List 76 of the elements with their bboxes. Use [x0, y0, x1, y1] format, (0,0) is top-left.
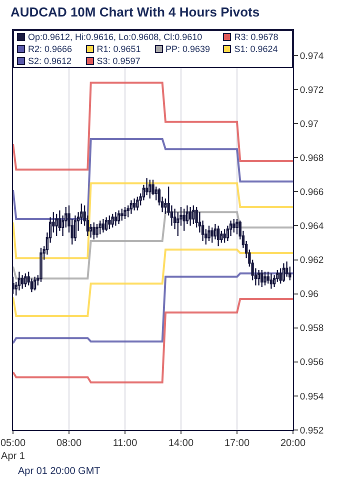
candlestick — [188, 206, 192, 226]
line-series — [13, 211, 293, 280]
candlestick — [282, 262, 286, 283]
x-tick-label: 11:00 — [112, 438, 138, 449]
line-series — [13, 298, 293, 384]
legend-label: S1: 0.9624 — [234, 44, 278, 54]
y-tick-label: 0.966 — [300, 187, 324, 198]
candlestick — [136, 196, 139, 212]
y-tick-label: 0.952 — [300, 425, 324, 436]
line-series — [13, 182, 293, 260]
candlestick — [232, 218, 236, 234]
candlestick — [210, 226, 214, 244]
x-tick-label: 17:00 — [224, 438, 250, 449]
candlestick — [117, 210, 120, 225]
candlestick — [96, 223, 98, 238]
candlestick — [132, 198, 136, 212]
line-series — [13, 82, 293, 171]
y-tick-label: 0.954 — [300, 391, 324, 402]
candlestick — [229, 220, 232, 237]
candlestick — [130, 200, 133, 214]
candlestick — [104, 216, 108, 232]
chart-title: AUDCAD 10M Chart With 4 Hours Pivots — [10, 4, 260, 20]
candlestick — [145, 177, 148, 196]
candlestick — [98, 220, 102, 235]
candlestick — [192, 204, 195, 225]
legend-label: PP: 0.9639 — [166, 44, 210, 54]
y-tick-label: 0.972 — [300, 84, 324, 96]
candlestick — [208, 225, 210, 242]
legend-label: S3: 0.9597 — [96, 56, 140, 66]
text: Apr 01 20:00 GMT — [18, 466, 100, 477]
candlestick — [195, 206, 198, 228]
candlestick — [152, 179, 154, 196]
y-tick-label: 0.968 — [300, 152, 324, 164]
candlestick — [148, 179, 152, 200]
candlestick — [270, 272, 273, 290]
candlestick — [260, 269, 264, 288]
y-tick-label: 0.962 — [300, 255, 324, 266]
candlestick — [102, 218, 105, 234]
legend-label: R1: 0.9651 — [96, 44, 141, 54]
candlestick — [266, 271, 270, 284]
candlestick — [264, 271, 266, 286]
candlestick — [111, 213, 114, 228]
x-tick-label: 05:00 Apr 1 — [0, 438, 26, 462]
candlestick — [18, 271, 21, 292]
y-tick-label: 0.97 — [300, 118, 318, 130]
candlestick — [24, 272, 27, 288]
candlestick — [182, 208, 186, 232]
line-series — [13, 272, 293, 344]
candlestick — [20, 274, 24, 290]
y-tick-label: 0.956 — [300, 357, 324, 368]
legend-label: R3: 0.9678 — [234, 32, 278, 42]
candlestick — [108, 214, 111, 230]
x-tick-label: 14:00 — [168, 438, 194, 449]
line-series — [13, 248, 293, 317]
legend-label: Op:0.9612, Hi:0.9616, Lo:0.9608, Cl:0.9610 — [28, 32, 202, 42]
candlestick — [40, 247, 42, 283]
candlestick — [74, 214, 77, 242]
y-tick-label: 0.974 — [300, 50, 324, 62]
candlestick — [114, 212, 118, 226]
candlestick — [120, 208, 124, 222]
candlestick — [223, 228, 226, 244]
candlestick — [55, 213, 58, 237]
y-tick-label: 0.964 — [300, 221, 324, 232]
candlestick — [216, 225, 220, 247]
candlestick — [92, 222, 96, 240]
x-tick-label: 20:00 — [280, 438, 306, 449]
x-tick-label: 08:00 — [56, 438, 82, 449]
candlestick — [33, 276, 36, 292]
candlestick — [276, 269, 279, 283]
candlestick — [257, 269, 260, 286]
candlestick — [124, 206, 126, 220]
y-tick-label: 0.96 — [300, 289, 318, 300]
legend-label: S2: 0.9612 — [28, 56, 72, 66]
legend-label: R2: 0.9666 — [28, 44, 72, 54]
y-tick-label: 0.958 — [300, 323, 324, 334]
line-series — [13, 138, 293, 220]
